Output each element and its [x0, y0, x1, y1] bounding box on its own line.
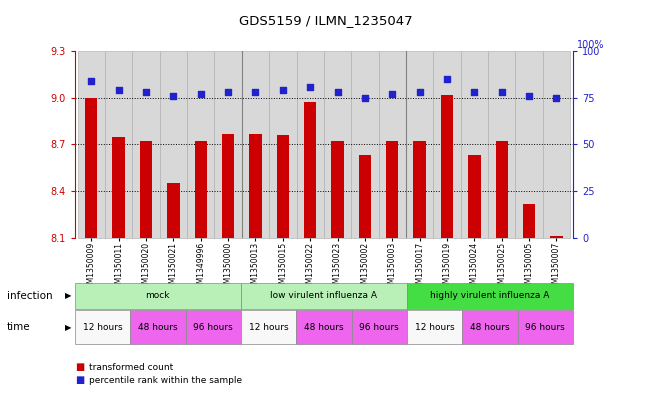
- Bar: [85, 98, 98, 238]
- Bar: [413, 141, 426, 238]
- Point: [223, 89, 233, 95]
- FancyBboxPatch shape: [269, 51, 296, 238]
- Point: [141, 89, 151, 95]
- Text: 12 hours: 12 hours: [249, 323, 288, 332]
- Text: GDS5159 / ILMN_1235047: GDS5159 / ILMN_1235047: [239, 14, 412, 27]
- Text: mock: mock: [146, 291, 170, 300]
- FancyBboxPatch shape: [242, 51, 269, 238]
- Point: [195, 91, 206, 97]
- Bar: [523, 204, 535, 238]
- Point: [524, 93, 534, 99]
- Text: ■: ■: [75, 362, 84, 373]
- Bar: [550, 236, 562, 238]
- FancyBboxPatch shape: [132, 51, 159, 238]
- FancyBboxPatch shape: [488, 51, 516, 238]
- FancyBboxPatch shape: [434, 51, 461, 238]
- Text: 100%: 100%: [577, 40, 605, 50]
- Point: [415, 89, 425, 95]
- Point: [333, 89, 343, 95]
- Point: [497, 89, 507, 95]
- Point: [360, 95, 370, 101]
- Bar: [441, 95, 453, 238]
- FancyBboxPatch shape: [214, 51, 242, 238]
- Point: [277, 87, 288, 94]
- FancyBboxPatch shape: [516, 51, 543, 238]
- Text: 12 hours: 12 hours: [83, 323, 122, 332]
- FancyBboxPatch shape: [461, 51, 488, 238]
- Text: 12 hours: 12 hours: [415, 323, 454, 332]
- Text: 48 hours: 48 hours: [138, 323, 178, 332]
- Text: 96 hours: 96 hours: [525, 323, 565, 332]
- Bar: [277, 135, 289, 238]
- Bar: [195, 141, 207, 238]
- Bar: [359, 155, 371, 238]
- FancyBboxPatch shape: [159, 51, 187, 238]
- Point: [113, 87, 124, 94]
- Bar: [140, 141, 152, 238]
- Text: 96 hours: 96 hours: [359, 323, 399, 332]
- FancyBboxPatch shape: [352, 51, 379, 238]
- Bar: [167, 183, 180, 238]
- FancyBboxPatch shape: [105, 51, 132, 238]
- FancyBboxPatch shape: [379, 51, 406, 238]
- Bar: [113, 137, 125, 238]
- FancyBboxPatch shape: [77, 51, 105, 238]
- Bar: [222, 134, 234, 238]
- Bar: [331, 141, 344, 238]
- Point: [387, 91, 398, 97]
- Point: [305, 83, 315, 90]
- Bar: [386, 141, 398, 238]
- Bar: [495, 141, 508, 238]
- Point: [551, 95, 562, 101]
- Bar: [468, 155, 480, 238]
- Text: 48 hours: 48 hours: [470, 323, 510, 332]
- FancyBboxPatch shape: [187, 51, 214, 238]
- FancyBboxPatch shape: [324, 51, 352, 238]
- Point: [469, 89, 480, 95]
- Text: time: time: [7, 322, 30, 332]
- Point: [250, 89, 260, 95]
- Text: ■: ■: [75, 375, 84, 386]
- Text: low virulent influenza A: low virulent influenza A: [270, 291, 378, 300]
- Text: transformed count: transformed count: [89, 363, 173, 372]
- Text: 96 hours: 96 hours: [193, 323, 233, 332]
- Text: infection: infection: [7, 291, 52, 301]
- Text: highly virulent influenza A: highly virulent influenza A: [430, 291, 549, 300]
- FancyBboxPatch shape: [406, 51, 434, 238]
- Text: 48 hours: 48 hours: [304, 323, 344, 332]
- Point: [168, 93, 178, 99]
- FancyBboxPatch shape: [296, 51, 324, 238]
- Text: ▶: ▶: [65, 291, 72, 300]
- Text: ▶: ▶: [65, 323, 72, 332]
- Point: [86, 78, 96, 84]
- Text: percentile rank within the sample: percentile rank within the sample: [89, 376, 242, 385]
- FancyBboxPatch shape: [543, 51, 570, 238]
- Bar: [249, 134, 262, 238]
- Bar: [304, 103, 316, 238]
- Point: [442, 76, 452, 82]
